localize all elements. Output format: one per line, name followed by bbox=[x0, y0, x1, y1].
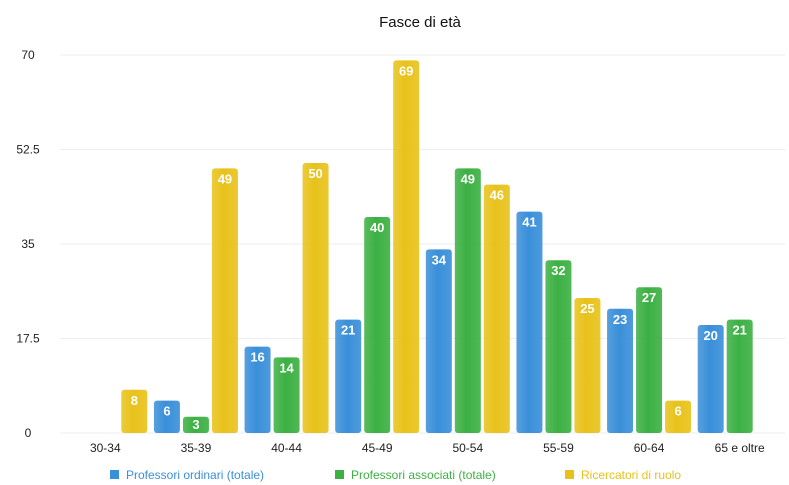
grid-lines bbox=[60, 54, 785, 434]
bar[interactable] bbox=[273, 357, 300, 433]
data-label: 8 bbox=[131, 393, 138, 408]
legend-swatch bbox=[110, 470, 119, 479]
data-label: 25 bbox=[580, 301, 594, 316]
legend-item[interactable]: Ricercatori di ruolo bbox=[565, 468, 681, 482]
data-label: 49 bbox=[218, 171, 232, 186]
data-label: 32 bbox=[551, 263, 565, 278]
data-label: 46 bbox=[490, 188, 504, 203]
legend-label: Professori associati (totale) bbox=[351, 468, 496, 482]
x-tick-label: 60-64 bbox=[634, 441, 665, 455]
bar[interactable] bbox=[636, 287, 663, 433]
bar[interactable] bbox=[335, 319, 362, 433]
bar[interactable] bbox=[545, 260, 572, 433]
bar[interactable] bbox=[393, 60, 420, 434]
legend-label: Professori ordinari (totale) bbox=[126, 468, 264, 482]
legend-item[interactable]: Professori ordinari (totale) bbox=[110, 468, 264, 482]
bar[interactable] bbox=[211, 168, 238, 433]
x-tick-label: 50-54 bbox=[452, 441, 483, 455]
bar[interactable] bbox=[726, 319, 753, 433]
bar[interactable] bbox=[153, 400, 180, 433]
legend-swatch bbox=[335, 470, 344, 479]
bar[interactable] bbox=[516, 211, 543, 433]
data-label: 0 bbox=[765, 417, 772, 432]
bar[interactable] bbox=[302, 163, 329, 433]
legend-item[interactable]: Professori associati (totale) bbox=[335, 468, 496, 482]
x-tick-label: 35-39 bbox=[181, 441, 212, 455]
x-tick-label: 30-34 bbox=[90, 441, 121, 455]
bars bbox=[121, 60, 753, 434]
data-label: 27 bbox=[642, 290, 656, 305]
y-tick-label: 17.5 bbox=[16, 332, 40, 346]
x-tick-label: 45-49 bbox=[362, 441, 393, 455]
chart-title: Fasce di età bbox=[379, 14, 461, 31]
bar[interactable] bbox=[244, 346, 271, 433]
bar[interactable] bbox=[121, 389, 148, 433]
x-tick-label: 65 e oltre bbox=[715, 441, 765, 455]
data-label: 50 bbox=[308, 166, 322, 181]
data-label: 3 bbox=[192, 417, 199, 432]
bar[interactable] bbox=[182, 416, 209, 433]
data-label: 0 bbox=[73, 417, 80, 432]
legend-label: Ricercatori di ruolo bbox=[581, 468, 681, 482]
bar[interactable] bbox=[665, 400, 692, 433]
data-label: 40 bbox=[370, 220, 384, 235]
bar[interactable] bbox=[364, 217, 391, 433]
x-axis-ticks: 30-34 35-39 40-44 45-49 50-54 55-59 60-64 65 e … bbox=[90, 441, 765, 455]
data-label: 0 bbox=[102, 417, 109, 432]
y-tick-label: 70 bbox=[21, 48, 35, 62]
bar[interactable] bbox=[574, 298, 601, 433]
bar[interactable] bbox=[425, 249, 452, 433]
data-label: 34 bbox=[432, 252, 447, 267]
data-label: 21 bbox=[341, 323, 355, 338]
data-label: 16 bbox=[250, 350, 264, 365]
data-label: 21 bbox=[732, 323, 746, 338]
y-tick-label: 35 bbox=[21, 237, 35, 251]
data-label: 23 bbox=[613, 312, 627, 327]
data-label: 6 bbox=[163, 404, 170, 419]
x-tick-label: 40-44 bbox=[271, 441, 302, 455]
legend: Professori ordinari (totale) Professori a… bbox=[110, 468, 681, 482]
bar[interactable] bbox=[697, 325, 724, 433]
data-label: 20 bbox=[703, 328, 717, 343]
data-label: 41 bbox=[522, 215, 536, 230]
data-labels: 0 0 8 6 3 49 16 14 50 21 40 69 34 49 46 41 32 25 23 27 6 20 21… bbox=[73, 63, 773, 432]
data-label: 14 bbox=[279, 360, 294, 375]
y-axis-ticks: 0 17.5 35 52.5 70 bbox=[16, 48, 40, 440]
y-tick-label: 0 bbox=[25, 426, 32, 440]
x-tick-label: 55-59 bbox=[543, 441, 574, 455]
bar[interactable] bbox=[454, 168, 481, 433]
legend-swatch bbox=[565, 470, 574, 479]
data-label: 49 bbox=[461, 171, 475, 186]
y-tick-label: 52.5 bbox=[16, 143, 40, 157]
data-label: 6 bbox=[674, 404, 681, 419]
bar[interactable] bbox=[607, 308, 634, 433]
bar[interactable] bbox=[483, 184, 510, 433]
data-label: 69 bbox=[399, 63, 413, 78]
